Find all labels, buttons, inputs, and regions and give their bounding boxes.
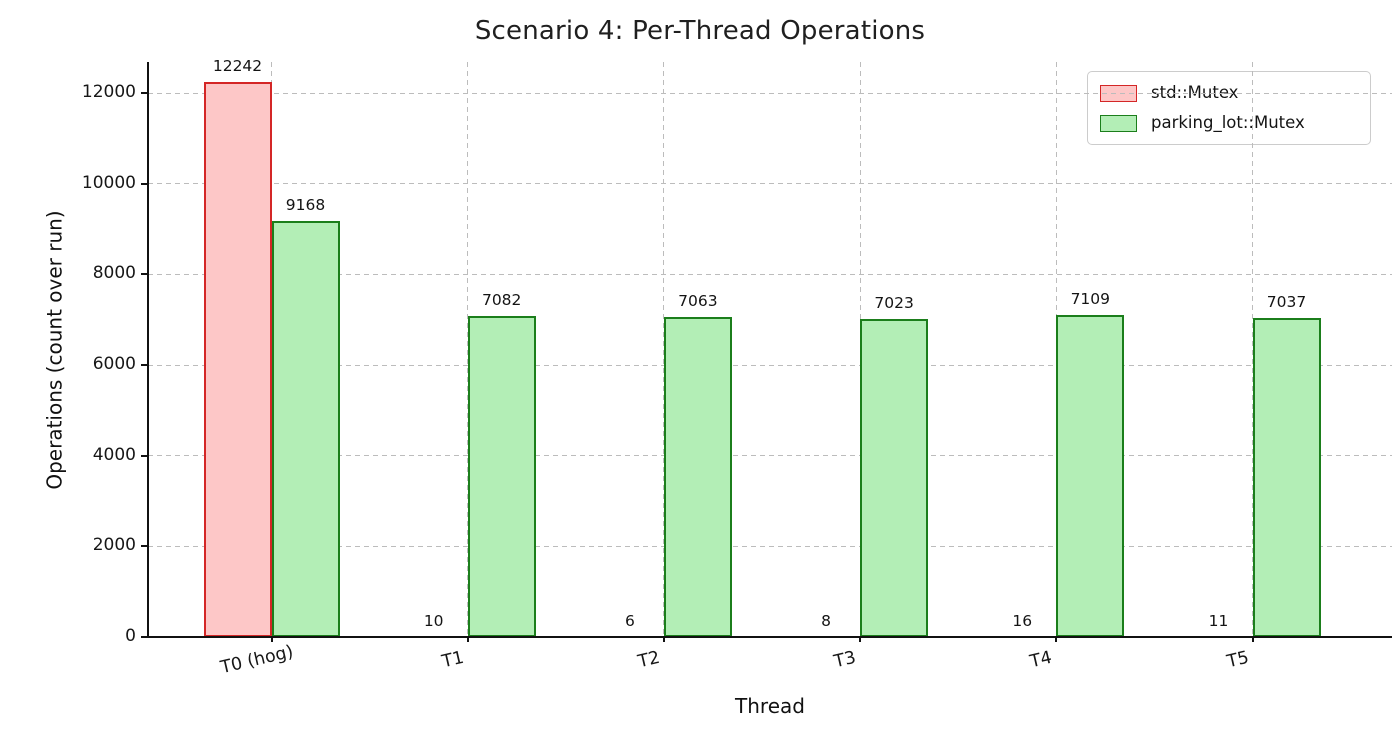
bar-value-std-mutex-0: 12242 <box>212 57 263 76</box>
bar-value-std-mutex-3: 8 <box>821 612 832 630</box>
bar-parking-lot-mutex-4 <box>1056 314 1125 637</box>
bar-value-std-mutex-1: 10 <box>423 612 444 630</box>
gridline-y-12000 <box>148 92 1392 94</box>
ytick-mark-4000 <box>141 454 148 457</box>
x-axis-spine <box>147 636 1392 638</box>
ytick-label-10000: 10000 <box>81 172 136 193</box>
bar-parking-lot-mutex-0 <box>271 221 340 637</box>
legend-label-parking-lot-mutex: parking_lot::Mutex <box>1151 113 1305 132</box>
ytick-label-12000: 12000 <box>81 82 136 102</box>
ytick-mark-10000 <box>141 182 148 185</box>
bar-value-parking-lot-mutex-0: 9168 <box>285 196 326 215</box>
bar-value-parking-lot-mutex-4: 7109 <box>1070 289 1111 308</box>
xtick-label-3: T3 <box>832 647 858 673</box>
ytick-label-0: 0 <box>125 626 136 646</box>
bar-value-std-mutex-4: 16 <box>1012 612 1033 630</box>
bar-value-parking-lot-mutex-5: 7037 <box>1266 292 1307 311</box>
y-axis-spine <box>147 62 149 638</box>
ytick-label-2000: 2000 <box>92 535 136 556</box>
ytick-mark-8000 <box>141 273 148 276</box>
bar-value-std-mutex-2: 6 <box>624 612 635 630</box>
ytick-label-8000: 8000 <box>92 263 136 284</box>
bar-parking-lot-mutex-1 <box>467 315 536 637</box>
xtick-mark-0 <box>270 637 273 642</box>
xtick-mark-3 <box>859 637 862 642</box>
ytick-mark-2000 <box>141 545 148 548</box>
gridline-y-6000 <box>148 364 1392 366</box>
gridline-y-4000 <box>148 455 1392 457</box>
xtick-label-2: T2 <box>635 647 662 673</box>
bar-value-std-mutex-5: 11 <box>1208 612 1229 630</box>
ytick-mark-6000 <box>141 364 148 366</box>
bar-std-mutex-0 <box>203 82 272 637</box>
xtick-mark-4 <box>1055 637 1058 642</box>
bar-value-parking-lot-mutex-1: 7082 <box>481 290 522 309</box>
xtick-label-1: T1 <box>439 647 466 673</box>
xtick-mark-1 <box>466 637 469 642</box>
ytick-mark-0 <box>141 636 148 638</box>
gridline-y-10000 <box>148 183 1392 185</box>
legend: std::Mutex parking_lot::Mutex <box>1087 71 1371 145</box>
gridline-y-8000 <box>148 273 1392 275</box>
bar-value-parking-lot-mutex-3: 7023 <box>874 293 914 312</box>
xtick-label-0: T0 (hog) <box>218 641 295 679</box>
bar-parking-lot-mutex-2 <box>663 316 732 637</box>
x-axis-label: Thread <box>735 694 805 718</box>
legend-swatch-parking-lot-mutex <box>1100 114 1137 132</box>
xtick-mark-2 <box>662 637 665 642</box>
xtick-label-4: T4 <box>1028 647 1055 673</box>
bar-value-parking-lot-mutex-2: 7063 <box>678 291 718 310</box>
bar-parking-lot-mutex-3 <box>860 318 929 637</box>
gridline-y-2000 <box>148 545 1392 547</box>
xtick-label-5: T5 <box>1224 647 1251 673</box>
ytick-mark-12000 <box>141 92 148 94</box>
legend-entry-parking-lot-mutex: parking_lot::Mutex <box>1100 111 1358 135</box>
ytick-label-4000: 4000 <box>92 444 136 465</box>
bar-parking-lot-mutex-5 <box>1252 317 1321 637</box>
xtick-mark-5 <box>1251 637 1254 642</box>
ytick-label-6000: 6000 <box>92 354 136 374</box>
chart-title: Scenario 4: Per-Thread Operations <box>474 16 926 46</box>
